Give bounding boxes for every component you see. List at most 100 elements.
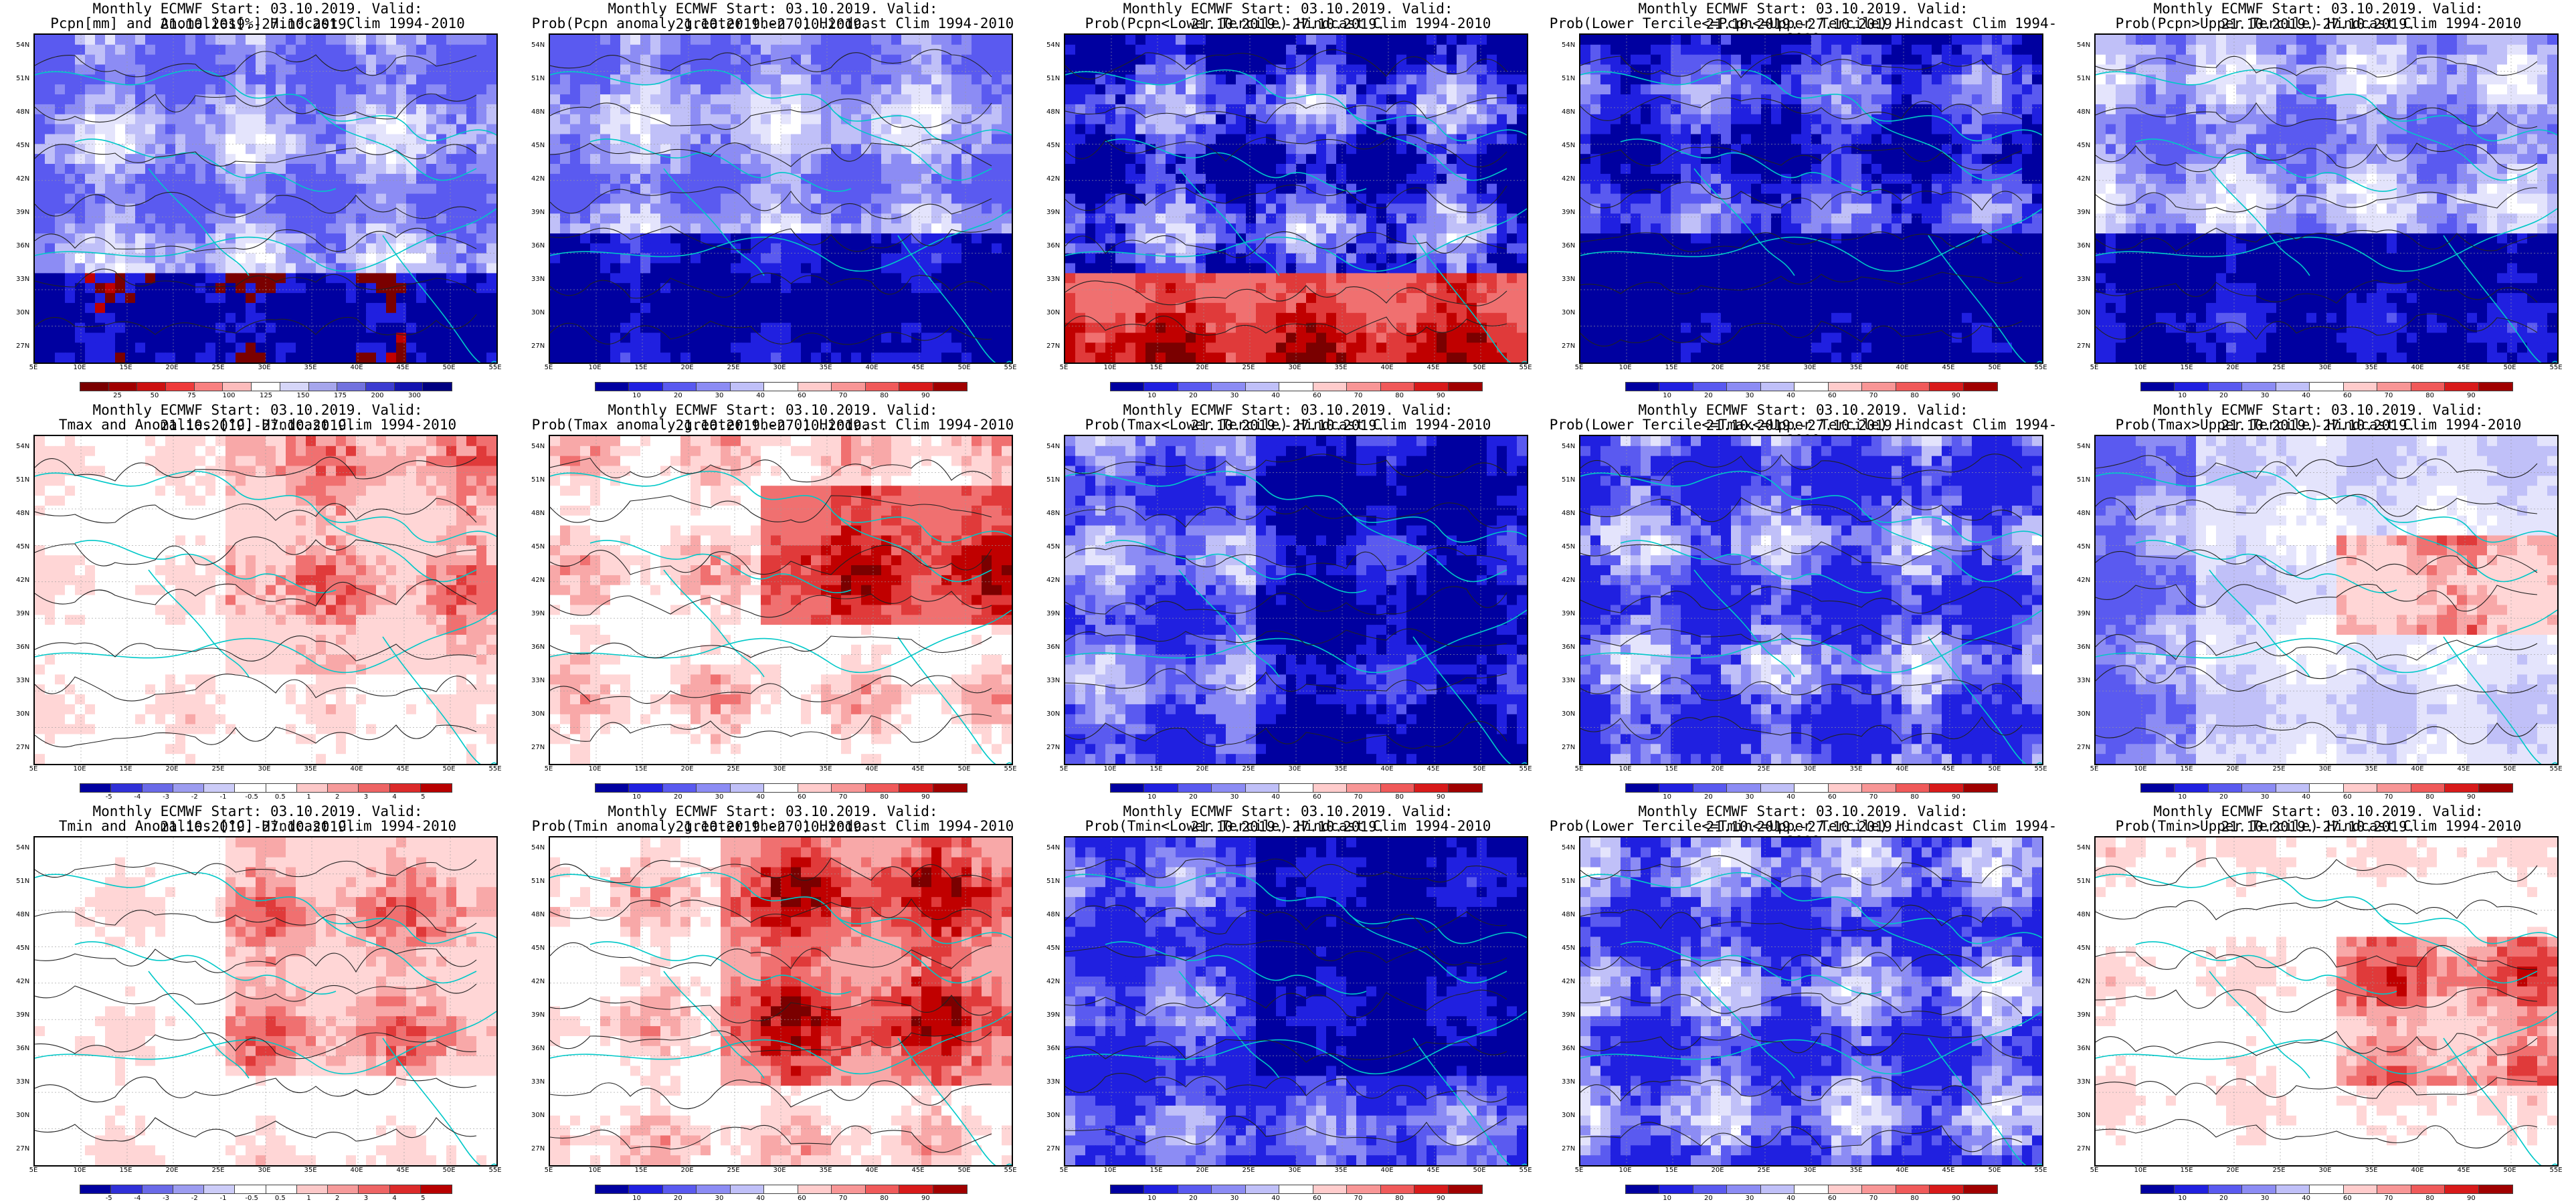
- colorbar-swatch: [1625, 1185, 1661, 1194]
- coastline: [74, 941, 337, 995]
- colorbar-swatch: [1726, 1185, 1762, 1194]
- colorbar-swatch: [234, 783, 267, 793]
- latitude-tick: 45N: [1562, 543, 1575, 550]
- colorbar: [79, 783, 453, 793]
- longitude-tick: 20E: [1196, 364, 1208, 371]
- contour-line: [550, 1080, 992, 1110]
- longitude-tick: 45E: [2457, 364, 2470, 371]
- coastline: [2383, 917, 2538, 984]
- contour-line: [35, 314, 477, 336]
- latitude-tick: 54N: [1046, 844, 1060, 851]
- longitude-tick: 10E: [73, 364, 86, 371]
- latitude-tick: 27N: [1046, 342, 1060, 350]
- longitude-tick: 25E: [2272, 765, 2285, 773]
- latitude-tick: 54N: [16, 443, 29, 450]
- coastline: [1065, 1011, 1527, 1075]
- contour-line: [2096, 56, 2538, 78]
- latitude-tick: 45N: [16, 944, 29, 952]
- coastline: [1065, 208, 1527, 272]
- longitude-tick: 25E: [727, 1167, 739, 1174]
- contour-line: [550, 458, 992, 483]
- coastline: [1620, 138, 1882, 192]
- colorbar: [1625, 382, 1998, 391]
- colorbar-label: 20: [2219, 1195, 2228, 1202]
- longitude-tick: 55E: [1004, 765, 1016, 773]
- latitude-tick: 42N: [2077, 175, 2090, 183]
- coastline: [1178, 168, 1280, 276]
- colorbar-label: 80: [1395, 1195, 1404, 1202]
- colorbar-label: 90: [2467, 392, 2476, 399]
- colorbar-label: 40: [756, 392, 765, 399]
- panel-title: Monthly ECMWF Start: 03.10.2019. Valid: …: [2061, 804, 2576, 835]
- coastline: [1693, 569, 1795, 678]
- latitude-tick: 42N: [1046, 577, 1060, 584]
- longitude-tick: 5E: [1060, 765, 1069, 773]
- contour-line: [35, 948, 477, 973]
- coastline: [1867, 917, 2023, 984]
- contour-line: [2096, 187, 2538, 213]
- colorbar-swatch: [420, 783, 453, 793]
- panel-subtitle: Prob(Tmin>Upper Tercile) Hindcast Clim 1…: [2061, 819, 2576, 834]
- map-panel: Monthly ECMWF Start: 03.10.2019. Valid: …: [2061, 401, 2576, 803]
- contour-line: [1065, 97, 1507, 124]
- coastline: [1867, 114, 2023, 181]
- latitude-tick: 42N: [531, 577, 545, 584]
- longitude-tick: 10E: [73, 1167, 86, 1174]
- longitude-tick: 55E: [2034, 1167, 2047, 1174]
- graticule: [550, 35, 1012, 363]
- latitude-tick: 33N: [16, 1078, 29, 1086]
- colorbar-swatch: [1177, 783, 1213, 793]
- colorbar-label: 4: [392, 793, 396, 801]
- colorbar-swatch: [696, 382, 731, 391]
- coastline: [663, 168, 765, 276]
- colorbar-swatch: [1380, 783, 1416, 793]
- contour-line: [1580, 952, 2023, 972]
- colorbar-swatch: [420, 1185, 453, 1194]
- longitude-tick: 30E: [1288, 765, 1301, 773]
- graticule: [1580, 436, 2042, 764]
- shaded-field: [1065, 436, 1527, 764]
- colorbar-label: 20: [1189, 1195, 1198, 1202]
- coastline: [550, 470, 1012, 543]
- panel-subtitle: Prob(Pcpn>Upper Tercile) Hindcast Clim 1…: [2061, 16, 2576, 31]
- colorbar-swatch: [1109, 783, 1145, 793]
- colorbar-label: 25: [113, 392, 122, 399]
- shaded-field: [35, 436, 496, 764]
- contour-line: [1580, 904, 2023, 932]
- colorbar-swatch: [1794, 382, 1829, 391]
- contour-line: [1580, 320, 2023, 346]
- coastline: [663, 569, 765, 678]
- latitude-tick: 30N: [16, 1112, 29, 1119]
- contour-line: [35, 1117, 477, 1142]
- latitude-tick: 36N: [2077, 643, 2090, 651]
- colorbar-swatch: [2410, 783, 2446, 793]
- contour-line: [550, 544, 992, 575]
- contour-line: [1580, 1077, 2023, 1105]
- colorbar-swatch: [2444, 783, 2480, 793]
- latitude-tick: 42N: [2077, 978, 2090, 985]
- colorbar-label: 75: [187, 392, 196, 399]
- longitude-tick: 55E: [2034, 765, 2047, 773]
- colorbar-label: 150: [296, 392, 309, 399]
- colorbar-swatch: [1312, 1185, 1348, 1194]
- forecast-map: [1064, 33, 1528, 364]
- contour-line: [2096, 722, 2538, 748]
- latitude-tick: 48N: [2077, 510, 2090, 517]
- contour-line: [35, 983, 477, 1005]
- coastline: [322, 516, 477, 583]
- coastline: [1412, 1037, 1527, 1165]
- colorbar-swatch: [1346, 1185, 1382, 1194]
- colorbar: [80, 382, 452, 391]
- graticule: [1065, 436, 1527, 764]
- colorbar-swatch: [2140, 1185, 2176, 1194]
- colorbar-swatch: [1245, 1185, 1281, 1194]
- longitude-tick: 30E: [773, 364, 786, 371]
- colorbar-swatch: [2275, 382, 2311, 391]
- longitude-tick: 55E: [1519, 765, 1532, 773]
- colorbar-swatch: [2241, 783, 2277, 793]
- longitude-tick: 45E: [911, 1167, 924, 1174]
- longitude-tick: 40E: [2411, 765, 2423, 773]
- coastline: [148, 971, 250, 1079]
- colorbar-swatch: [2241, 382, 2277, 391]
- latitude-tick: 27N: [16, 342, 29, 350]
